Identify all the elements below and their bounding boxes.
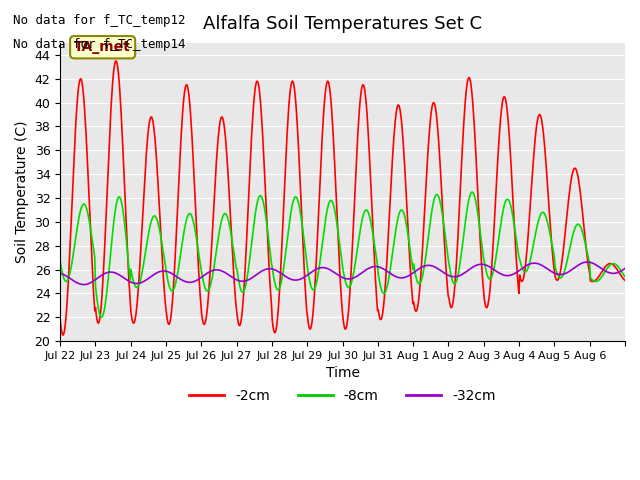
Text: No data for f_TC_temp14: No data for f_TC_temp14 [13, 38, 186, 51]
X-axis label: Time: Time [326, 366, 360, 381]
Text: No data for f_TC_temp12: No data for f_TC_temp12 [13, 14, 186, 27]
Text: TA_met: TA_met [74, 40, 131, 54]
Title: Alfalfa Soil Temperatures Set C: Alfalfa Soil Temperatures Set C [203, 15, 482, 33]
Legend: -2cm, -8cm, -32cm: -2cm, -8cm, -32cm [184, 384, 501, 409]
Y-axis label: Soil Temperature (C): Soil Temperature (C) [15, 121, 29, 263]
